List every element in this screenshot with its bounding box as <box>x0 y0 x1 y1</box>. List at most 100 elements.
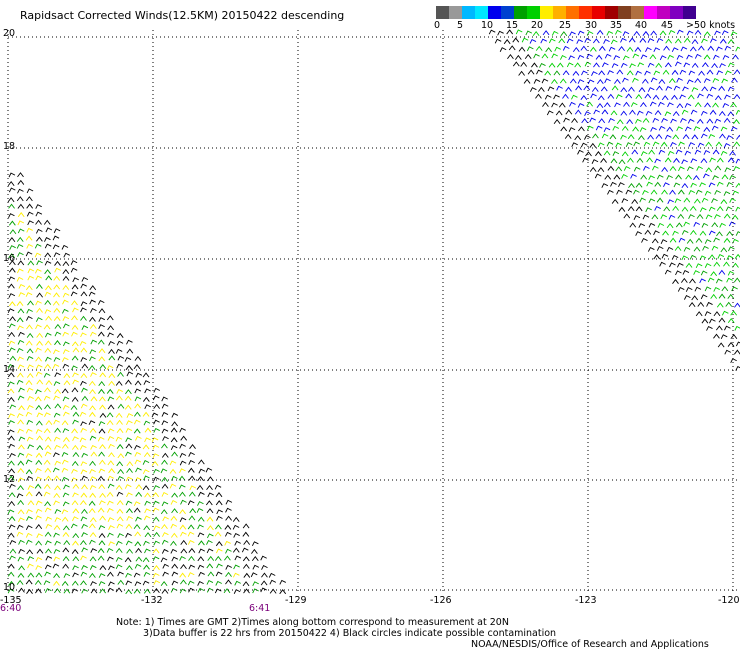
wind-barb <box>652 141 660 147</box>
wind-barb <box>117 579 125 585</box>
wind-barb <box>81 325 89 330</box>
wind-barb <box>707 45 715 51</box>
wind-barb <box>681 109 689 115</box>
wind-barb <box>107 396 115 402</box>
wind-barb <box>170 437 178 443</box>
wind-barb <box>81 508 88 514</box>
wind-barb <box>99 515 106 521</box>
wind-barb <box>44 436 52 442</box>
wind-barb <box>625 189 633 195</box>
wind-barb <box>71 341 79 347</box>
wind-barb <box>117 475 124 481</box>
wind-barb <box>710 293 718 299</box>
wind-barb <box>663 45 670 51</box>
wind-barb <box>596 78 604 84</box>
wind-barb <box>650 189 658 195</box>
wind-barb <box>710 38 717 43</box>
wind-barb <box>568 55 575 61</box>
wind-barb <box>656 174 664 180</box>
wind-barb <box>586 125 594 131</box>
wind-barb <box>734 253 740 259</box>
wind-barb <box>143 420 151 426</box>
wind-barb <box>71 548 79 554</box>
wind-barb <box>612 151 620 156</box>
wind-barb <box>225 564 232 570</box>
wind-barb <box>676 126 683 132</box>
wind-barb <box>53 228 61 234</box>
wind-barb <box>16 493 24 499</box>
wind-barb <box>523 78 531 84</box>
wind-barb <box>134 459 142 465</box>
wind-barb <box>713 261 721 267</box>
wind-barb <box>733 349 740 355</box>
wind-barb <box>731 286 738 292</box>
wind-barb <box>214 484 222 490</box>
wind-barb <box>697 301 705 307</box>
wind-barb <box>580 45 588 51</box>
wind-barb <box>592 38 600 44</box>
wind-barb <box>188 452 195 457</box>
wind-barb <box>134 444 141 450</box>
wind-barb <box>44 507 52 513</box>
wind-barb <box>62 349 70 354</box>
wind-barb <box>44 412 51 418</box>
wind-barb <box>98 451 105 457</box>
wind-barb <box>89 356 96 362</box>
wind-barb <box>153 403 161 409</box>
wind-barb <box>8 580 15 586</box>
wind-barb <box>590 93 597 99</box>
wind-barb <box>170 532 178 538</box>
wind-barb <box>126 548 133 554</box>
wind-barb <box>198 571 205 577</box>
wind-barb <box>668 77 676 83</box>
wind-barb <box>704 263 712 268</box>
wind-barb <box>9 355 17 361</box>
wind-barb <box>8 213 15 218</box>
wind-barb <box>700 270 708 276</box>
wind-barb <box>631 149 639 155</box>
wind-barb <box>683 37 691 43</box>
wind-barb <box>98 308 106 314</box>
wind-barb <box>44 237 51 242</box>
wind-barb <box>152 500 160 506</box>
wind-barb <box>674 198 682 204</box>
wind-barb <box>680 117 687 123</box>
wind-barb <box>591 86 599 92</box>
wind-barb <box>53 500 60 506</box>
wind-barb <box>571 142 578 147</box>
wind-barb <box>62 284 70 290</box>
wind-barb <box>54 460 62 466</box>
wind-barb <box>8 293 16 298</box>
wind-barb <box>723 237 731 243</box>
wind-barb <box>125 443 133 449</box>
wind-barb <box>188 460 195 465</box>
wind-barb <box>515 29 523 35</box>
wind-barb <box>171 571 179 577</box>
wind-barb <box>555 110 563 116</box>
wind-barb <box>653 47 661 53</box>
wind-barb <box>580 94 588 100</box>
wind-barb <box>133 507 141 513</box>
wind-barb <box>678 166 685 172</box>
wind-barb <box>26 188 34 194</box>
wind-barb <box>35 468 42 473</box>
wind-barb <box>625 142 633 147</box>
wind-barb <box>44 299 52 305</box>
wind-barb <box>43 372 51 378</box>
legend-swatch <box>592 6 605 19</box>
wind-barb <box>133 364 141 370</box>
wind-barb <box>206 548 214 554</box>
wind-barb <box>676 103 684 109</box>
wind-barb <box>690 229 697 235</box>
wind-barb <box>53 349 60 355</box>
wind-barb <box>678 141 685 147</box>
wind-barb <box>26 387 34 393</box>
wind-barb <box>711 125 719 131</box>
wind-barb <box>144 404 151 410</box>
wind-barb <box>607 165 615 171</box>
wind-barb <box>691 62 699 68</box>
wind-barb <box>633 166 641 172</box>
wind-barb <box>133 419 141 425</box>
wind-barb <box>144 437 151 443</box>
wind-barb <box>98 388 105 394</box>
